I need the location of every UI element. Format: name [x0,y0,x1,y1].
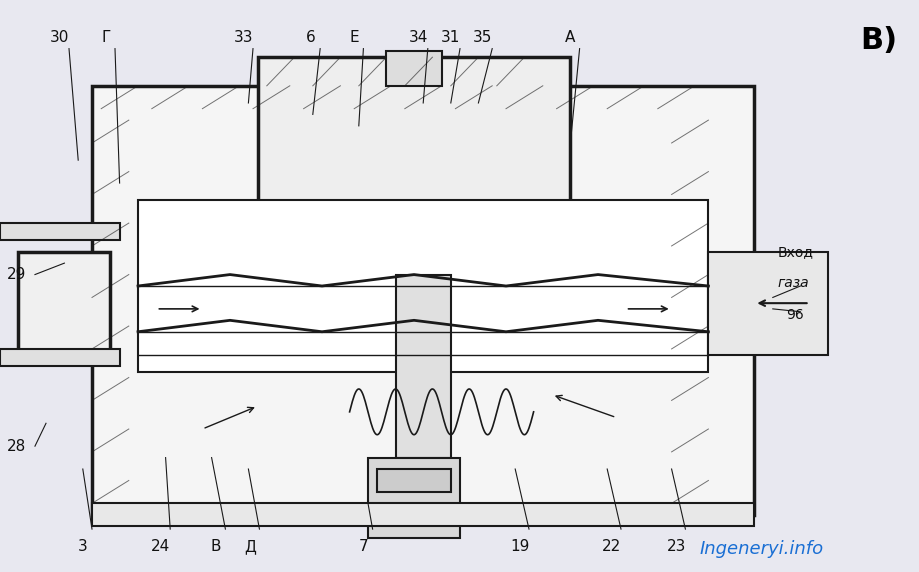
Text: A: A [564,30,575,45]
Text: E: E [349,30,358,45]
Text: 96: 96 [786,308,803,321]
Text: 23: 23 [665,539,686,554]
Bar [92,86,754,515]
Text: 29: 29 [6,267,27,282]
Text: Г: Г [101,30,110,45]
Bar [395,275,450,458]
Bar [18,252,110,355]
Bar [368,458,460,538]
Bar [708,252,827,355]
Text: B: B [210,539,221,554]
Bar [257,57,570,217]
Text: 22: 22 [602,539,620,554]
Text: 35: 35 [472,30,493,45]
Text: 34: 34 [408,30,428,45]
Bar [138,200,708,372]
Bar [377,469,450,492]
Text: 7: 7 [358,539,368,554]
Text: 31: 31 [440,30,460,45]
Text: 19: 19 [509,539,529,554]
Text: 24: 24 [152,539,170,554]
Text: газа: газа [777,276,808,290]
Text: 33: 33 [233,30,254,45]
Text: 6: 6 [306,30,315,45]
Text: Д: Д [244,539,255,554]
Bar [0,349,119,366]
Text: 30: 30 [50,30,70,45]
Text: 28: 28 [7,439,26,454]
Text: Вход: Вход [777,245,812,259]
Text: 3: 3 [78,539,87,554]
Text: Ingeneryi.info: Ingeneryi.info [698,540,823,558]
Bar [92,503,754,526]
Bar [0,223,119,240]
Bar [386,51,441,86]
Bar [717,263,809,343]
Text: B): B) [859,26,896,54]
